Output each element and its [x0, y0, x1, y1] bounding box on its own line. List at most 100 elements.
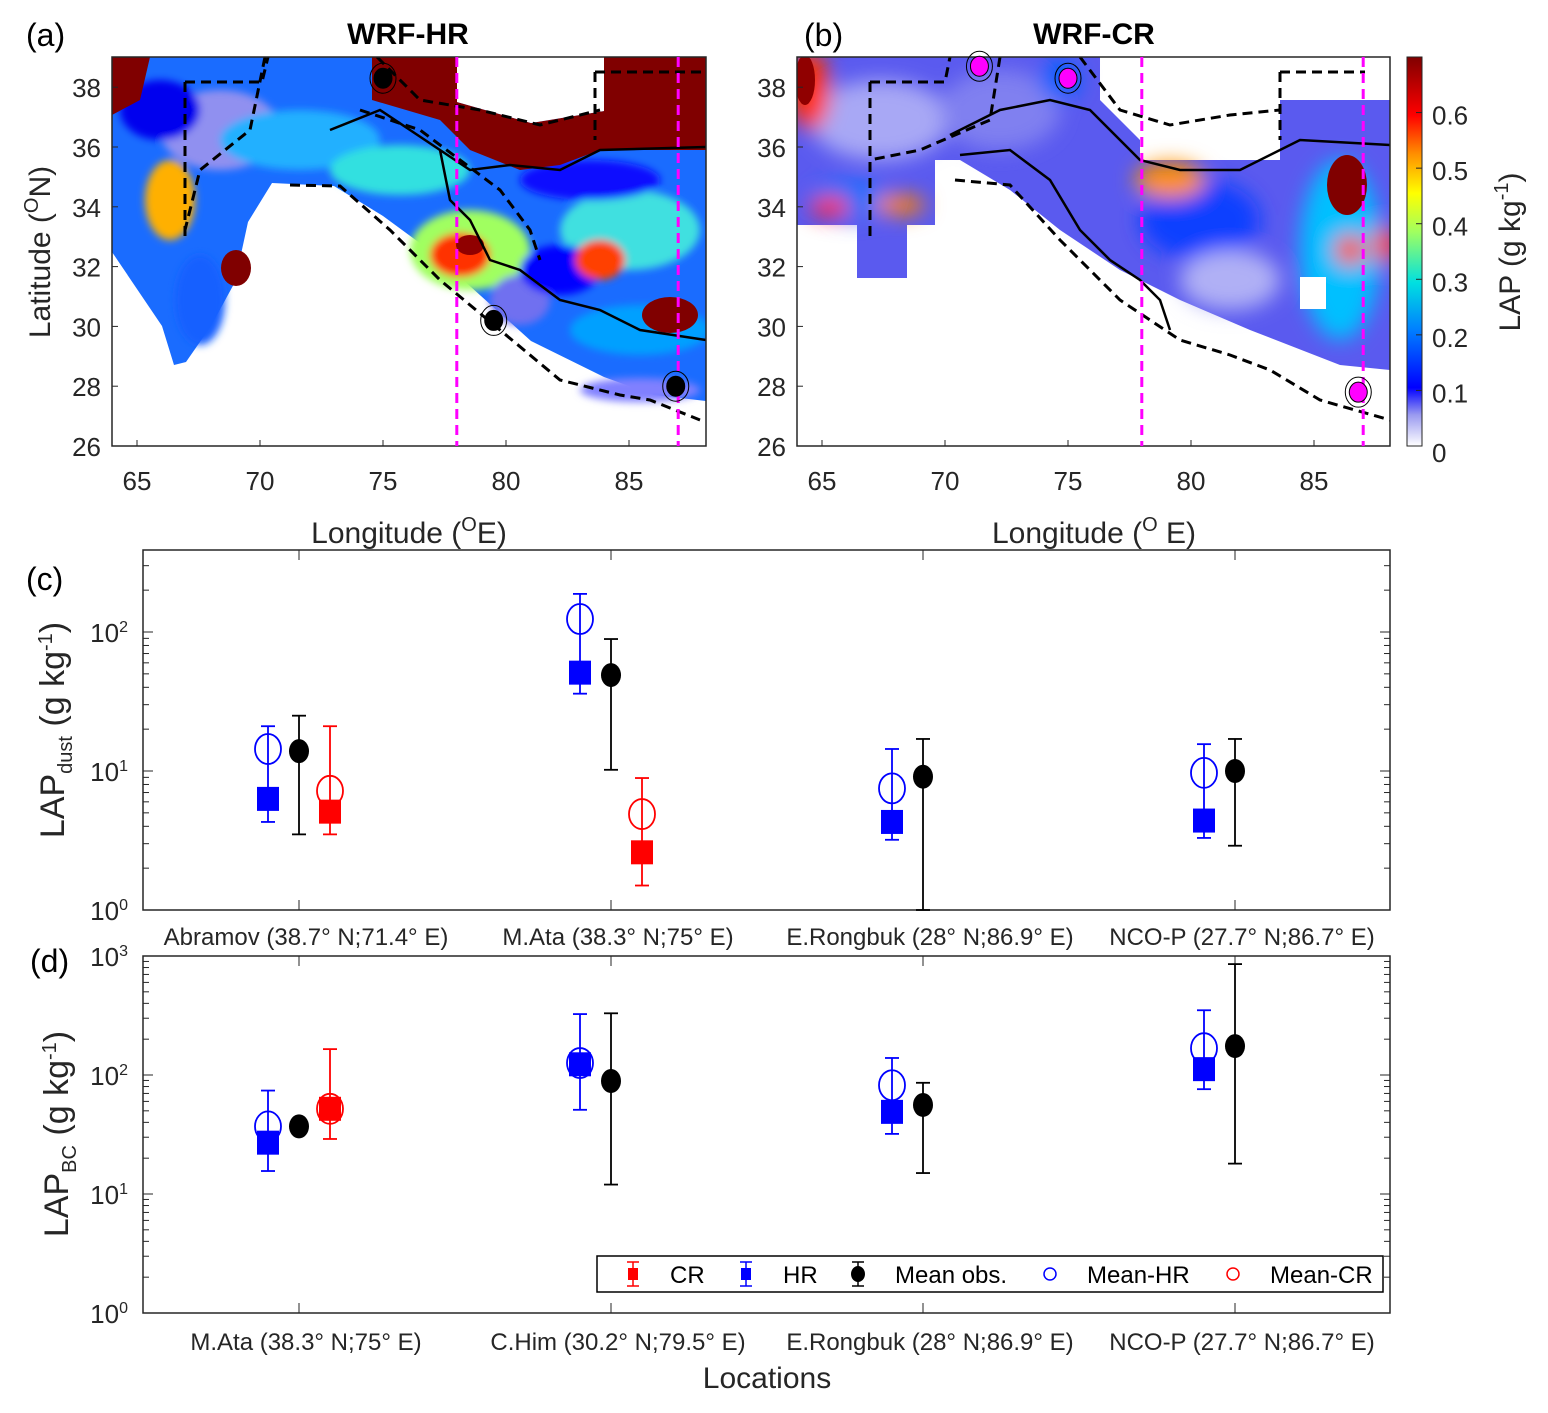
y-tick-label: 103 — [90, 942, 128, 972]
y-tick-label: 34 — [757, 193, 786, 223]
category-label: C.Him (30.2° N;79.5° E) — [490, 1329, 745, 1356]
site-marker — [484, 309, 504, 331]
y-tick-label: 30 — [72, 312, 101, 342]
point-cr — [631, 840, 653, 865]
colorbar-tick-label: 0.2 — [1432, 323, 1468, 353]
site-marker — [1058, 67, 1078, 89]
high-lap-corner — [112, 57, 150, 115]
y-tick-label: 100 — [90, 896, 128, 926]
legend-marker-cr — [628, 1268, 638, 1280]
category-label: NCO-P (27.7° N;86.7° E) — [1109, 924, 1375, 951]
legend-label-hr: HR — [783, 1262, 818, 1289]
point-mean-cr — [628, 798, 656, 830]
site-marker — [1348, 381, 1368, 403]
plot-d-frame — [142, 955, 1391, 1314]
category-label: Abramov (38.7° N;71.4° E) — [164, 924, 449, 951]
point-hr — [1193, 808, 1215, 833]
high-lap-blob — [221, 250, 251, 286]
point-cr — [319, 1096, 341, 1121]
y-tick-label: 34 — [72, 193, 101, 223]
point-mean-cr — [316, 774, 344, 807]
colorbar-tick-label: 0.4 — [1432, 212, 1468, 242]
colorbar — [1406, 56, 1423, 447]
point-mean-obs — [913, 764, 933, 789]
point-hr — [1193, 1057, 1215, 1082]
map-hr-xlabel: Longitude (OE) — [311, 514, 507, 550]
site-marker-ring — [1054, 62, 1082, 94]
x-tick-label: 65 — [808, 466, 837, 496]
legend-marker-mean-obs — [851, 1266, 865, 1282]
y-tick-label: 26 — [757, 432, 786, 462]
point-cr — [319, 799, 341, 824]
legend: CR HR Mean obs. Mean-HR Mean-CR — [596, 1255, 1384, 1293]
map-cr-frame — [796, 56, 1391, 447]
point-mean-hr — [566, 1047, 594, 1079]
panel-label-d: (d) — [30, 943, 69, 979]
y-tick-label: 101 — [90, 757, 128, 787]
y-tick-label: 28 — [757, 372, 786, 402]
colorbar-tick-label: 0 — [1432, 438, 1446, 468]
site-marker-ring — [1344, 376, 1372, 408]
point-hr — [881, 1099, 903, 1124]
colorbar-tick-label: 0.5 — [1432, 156, 1468, 186]
point-mean-obs — [289, 1114, 309, 1139]
site-marker-ring — [662, 370, 690, 402]
point-hr — [257, 1130, 279, 1155]
legend-label-mean-obs: Mean obs. — [895, 1262, 1007, 1289]
y-tick-label: 100 — [90, 1299, 128, 1329]
legend-box — [596, 1255, 1384, 1293]
point-mean-hr — [566, 603, 594, 635]
legend-marker-mean-cr — [1226, 1267, 1240, 1281]
boundary-lines — [868, 57, 1390, 422]
point-mean-hr — [1190, 1032, 1218, 1065]
legend-marker-hr — [741, 1268, 751, 1280]
point-hr — [569, 1052, 591, 1077]
plot-c-ylabel: LAPdust (g kg-1) — [34, 622, 77, 838]
point-mean-obs — [601, 1069, 621, 1094]
point-mean-obs — [913, 1092, 933, 1117]
map-hr-field — [112, 57, 706, 422]
category-label: M.Ata (38.3° N;75° E) — [190, 1329, 421, 1356]
no-data-cell — [1300, 277, 1326, 309]
y-tick-label: 26 — [72, 432, 101, 462]
y-tick-label: 38 — [72, 73, 101, 103]
plot-d-xlabel: Locations — [703, 1362, 831, 1395]
y-tick-label: 36 — [72, 133, 101, 163]
high-lap-region — [372, 57, 706, 170]
colorbar-tick-label: 0.1 — [1432, 378, 1468, 408]
point-mean-obs — [289, 739, 309, 764]
legend-label-mean-cr: Mean-CR — [1270, 1262, 1373, 1289]
panel-label-b: (b) — [804, 17, 843, 53]
panel-label-a: (a) — [26, 17, 65, 53]
point-hr — [569, 660, 591, 685]
high-lap-blob — [642, 297, 698, 333]
point-hr — [257, 786, 279, 811]
x-tick-label: 80 — [492, 466, 521, 496]
high-lap-blob — [1327, 155, 1367, 215]
site-marker — [373, 67, 393, 89]
y-tick-label: 102 — [90, 1061, 128, 1091]
map-title-cr: WRF-CR — [1033, 18, 1155, 51]
legend-label-cr: CR — [670, 1262, 705, 1289]
border-lines — [949, 98, 1390, 331]
x-tick-label: 80 — [1177, 466, 1206, 496]
y-tick-label: 32 — [757, 253, 786, 283]
x-tick-label: 85 — [615, 466, 644, 496]
panel-label-c: (c) — [26, 561, 63, 597]
high-lap-blob — [797, 57, 815, 105]
x-tick-label: 70 — [246, 466, 275, 496]
legend-label-mean-hr: Mean-HR — [1087, 1262, 1190, 1289]
map-cr-xlabel: Longitude (O E) — [992, 514, 1196, 550]
x-tick-label: 65 — [123, 466, 152, 496]
legend-marker-mean-hr — [1043, 1267, 1057, 1281]
category-label: M.Ata (38.3° N;75° E) — [502, 924, 733, 951]
y-tick-label: 38 — [757, 73, 786, 103]
point-mean-hr — [254, 733, 282, 765]
point-mean-obs — [1225, 759, 1245, 783]
point-mean-hr — [878, 1069, 906, 1102]
y-tick-label: 36 — [757, 133, 786, 163]
colorbar-tick-label: 0.6 — [1432, 101, 1468, 131]
y-tick-label: 102 — [90, 618, 128, 648]
x-tick-label: 70 — [931, 466, 960, 496]
plot-d-ylabel: LAPBC (g kg-1) — [38, 1031, 81, 1237]
